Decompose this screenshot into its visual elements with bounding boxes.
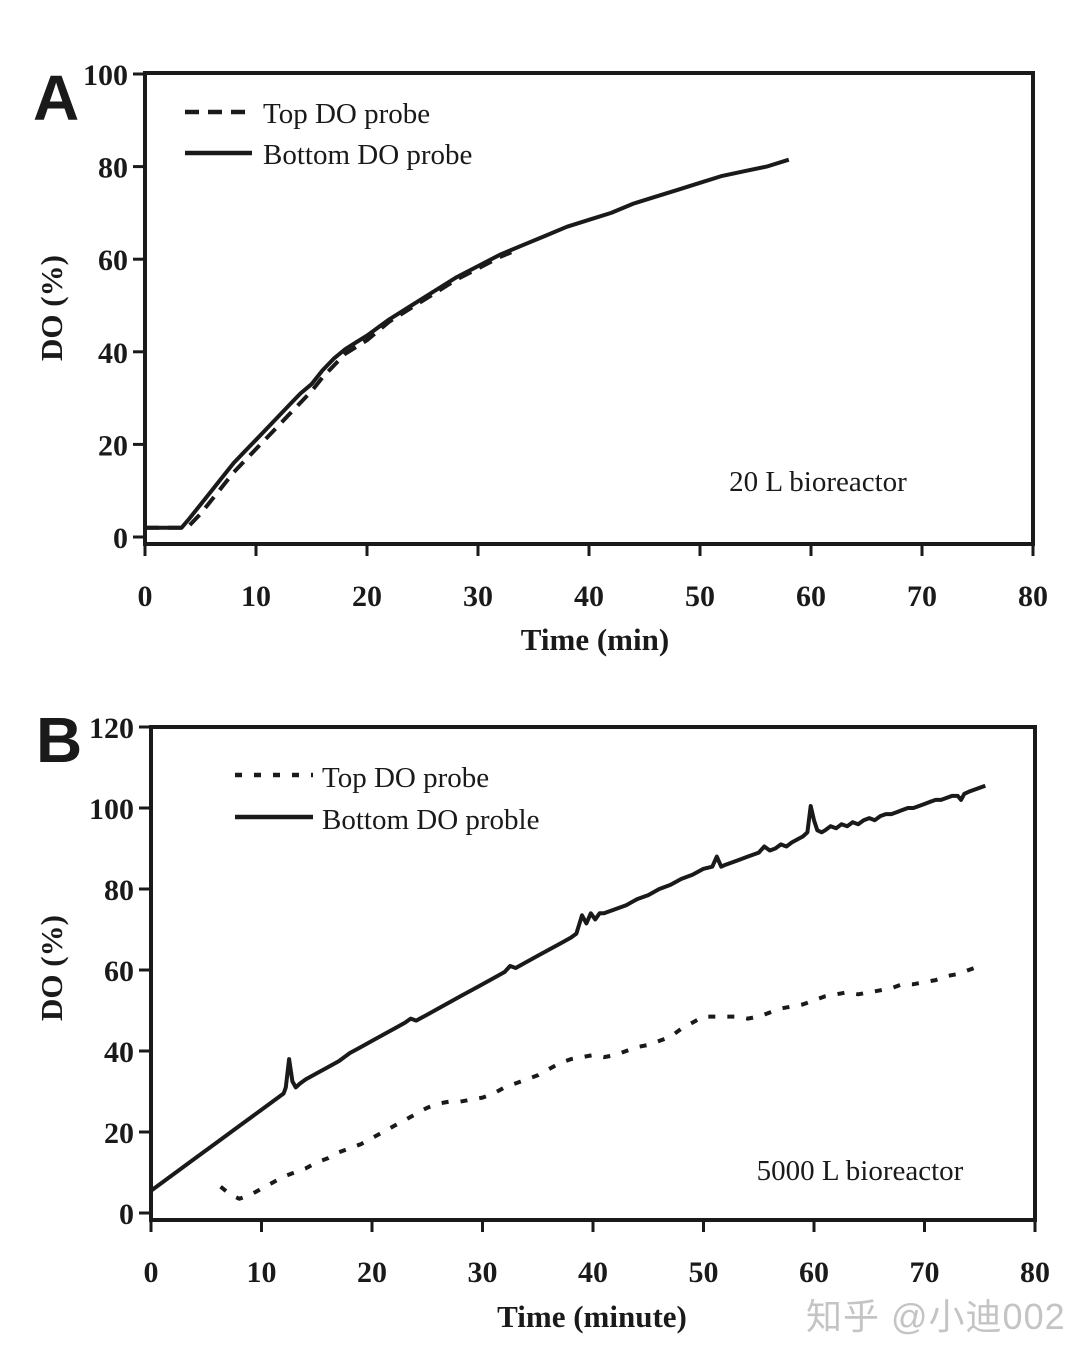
- panel-a-y-axis-title: DO (%): [34, 255, 69, 361]
- panel-a-x-tick-label: 30: [463, 580, 493, 613]
- panel-a-y-tick-label: 60: [98, 244, 128, 277]
- panel-a-dynamic-layer: 0 10 20 30 40 50 60 70 80 0 20 40 60 80 100: [83, 59, 1048, 613]
- panel-b-x-tick-label: 70: [910, 1256, 940, 1289]
- panel-a-x-tick-label: 60: [796, 580, 826, 613]
- panel-b-x-tick-label: 10: [247, 1256, 277, 1289]
- panel-a-x-tick-label: 40: [574, 580, 604, 613]
- panel-b-y-tick-label: 120: [89, 712, 134, 745]
- panel-b-series-solid: [149, 783, 987, 1193]
- panel-a-y-tick-label: 20: [98, 429, 128, 462]
- panel-b-y-axis-title: DO (%): [34, 915, 69, 1021]
- panel-a-series-solid: [145, 157, 790, 530]
- panel-a-y-tick-label: 0: [113, 522, 128, 555]
- panel-b-x-tick-label: 20: [357, 1256, 387, 1289]
- panel-b-y-tick-label: 80: [104, 874, 134, 907]
- panel-b-legend-label-top-probe: Top DO probe: [322, 762, 489, 794]
- panel-b-x-axis-title: Time (minute): [497, 1299, 687, 1334]
- panel-a-y-tick-label: 40: [98, 337, 128, 370]
- panel-a-y-tick-label: 100: [83, 59, 128, 92]
- panel-b-annotation: 5000 L bioreactor: [757, 1155, 964, 1187]
- panel-a-x-tick-label: 0: [138, 580, 153, 613]
- panel-b-x-tick-label: 60: [799, 1256, 829, 1289]
- panel-b-x-tick-label: 30: [468, 1256, 498, 1289]
- panel-b-y-tick-label: 0: [119, 1198, 134, 1231]
- panel-a-x-tick-label: 20: [352, 580, 382, 613]
- panel-b-x-tick-label: 0: [144, 1256, 159, 1289]
- panel-b-dynamic-layer: 0 10 20 30 40 50 60 70 80 0 20 40 60 80 100 120: [89, 712, 1050, 1289]
- panel-b-y-tick-label: 60: [104, 955, 134, 988]
- panel-a-series-dashed: [145, 250, 513, 530]
- panel-a-x-tick-label: 10: [241, 580, 271, 613]
- panel-a-x-tick-label: 80: [1018, 580, 1048, 613]
- panel-b-y-tick-label: 20: [104, 1117, 134, 1150]
- panel-a-annotation: 20 L bioreactor: [729, 466, 907, 498]
- panel-a-chart: 0 10 20 30 40 50 60 70 80 0 20 40 60 80 100 A DO (%) T…: [33, 59, 1048, 657]
- panel-b-plot-border: [149, 725, 1037, 1222]
- panel-a-y-tick-label: 80: [98, 152, 128, 185]
- panel-b-legend-label-bottom-probe: Bottom DO proble: [322, 804, 540, 836]
- panel-a-legend-label-bottom-probe: Bottom DO probe: [263, 139, 472, 171]
- panel-b-x-tick-label: 80: [1020, 1256, 1050, 1289]
- panel-b-letter: B: [36, 704, 82, 776]
- panel-a-x-tick-label: 70: [907, 580, 937, 613]
- panel-b-x-tick-label: 40: [578, 1256, 608, 1289]
- panel-b-y-tick-label: 40: [104, 1036, 134, 1069]
- panel-a-x-tick-label: 50: [685, 580, 715, 613]
- panel-a-letter: A: [33, 62, 79, 134]
- panel-b-series-dotted: [219, 964, 981, 1201]
- panel-a-legend-label-top-probe: Top DO probe: [263, 98, 430, 130]
- panel-b-chart: 0 10 20 30 40 50 60 70 80 0 20 40 60 80 100 120 B DO (%…: [34, 704, 1050, 1334]
- panel-b-x-tick-label: 50: [689, 1256, 719, 1289]
- watermark: 知乎 @小迪002: [806, 1296, 1065, 1337]
- panel-a-x-axis-title: Time (min): [521, 622, 669, 657]
- panel-b-y-tick-label: 100: [89, 793, 134, 826]
